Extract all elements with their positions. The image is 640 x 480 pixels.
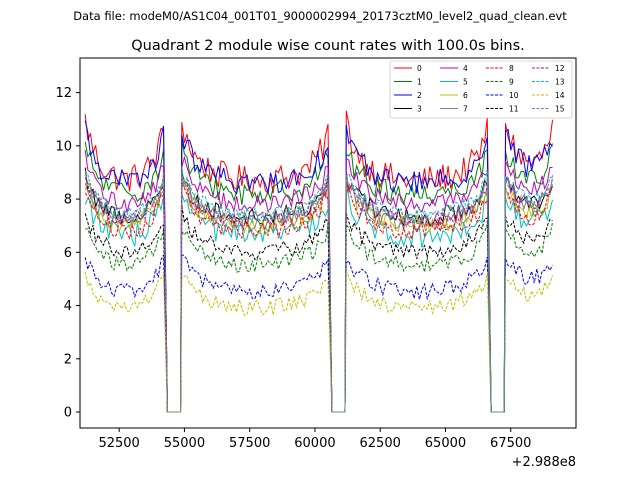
legend-label-10: 10 <box>509 91 519 100</box>
series-line-6 <box>84 175 553 413</box>
series-line-10 <box>84 253 553 413</box>
series-layer <box>84 110 554 413</box>
legend-label-2: 2 <box>417 91 422 100</box>
legend-label-6: 6 <box>463 91 468 100</box>
legend-label-13: 13 <box>555 77 565 86</box>
y-tick-label: 0 <box>64 406 72 421</box>
axes-layer: 52500 55000 57500 60000 62500 65000 67500 0 2 4 6 8… <box>55 86 531 451</box>
x-tick-label: 57500 <box>229 436 270 451</box>
legend-label-0: 0 <box>417 64 422 73</box>
y-tick-label: 6 <box>64 246 72 261</box>
x-tick-label: 55000 <box>164 436 205 451</box>
series-line-14 <box>84 270 553 413</box>
series-line-4 <box>84 149 553 413</box>
x-tick-label: 67500 <box>490 436 531 451</box>
x-tick-label: 62500 <box>360 436 401 451</box>
y-tick-label: 4 <box>64 299 72 314</box>
chart-suptitle: Data file: modeM0/AS1C04_001T01_90000029… <box>73 9 567 23</box>
series-line-13 <box>84 167 553 413</box>
series-line-12 <box>84 171 553 413</box>
legend-label-1: 1 <box>417 77 422 86</box>
plot-frame <box>79 57 577 429</box>
series-line-15 <box>84 171 554 413</box>
y-tick-label: 8 <box>64 193 72 208</box>
legend-box <box>389 60 573 119</box>
legend-label-5: 5 <box>463 77 468 86</box>
series-line-5 <box>84 183 553 413</box>
series-line-3 <box>84 167 553 413</box>
series-line-2 <box>84 120 553 413</box>
x-tick-label: 60000 <box>294 436 335 451</box>
legend-label-15: 15 <box>555 104 565 113</box>
legend-label-3: 3 <box>417 104 422 113</box>
series-line-7 <box>84 172 553 413</box>
legend-label-12: 12 <box>555 64 565 73</box>
legend-label-14: 14 <box>555 91 565 100</box>
x-tick-label: 65000 <box>425 436 466 451</box>
chart-title: Quadrant 2 module wise count rates with … <box>131 38 525 54</box>
series-line-0 <box>84 110 554 413</box>
series-line-9 <box>85 222 553 413</box>
x-offset-label: +2.988e8 <box>512 455 576 470</box>
x-tick-label: 52500 <box>98 436 139 451</box>
legend-label-4: 4 <box>463 64 468 73</box>
y-tick-label: 2 <box>64 352 72 367</box>
legend-label-8: 8 <box>509 64 514 73</box>
series-line-8 <box>84 182 553 413</box>
legend-label-7: 7 <box>463 104 468 113</box>
series-line-11 <box>84 204 553 413</box>
y-tick-label: 10 <box>55 139 72 154</box>
y-tick-label: 12 <box>55 86 72 101</box>
legend-label-9: 9 <box>509 77 514 86</box>
legend-label-11: 11 <box>509 104 519 113</box>
